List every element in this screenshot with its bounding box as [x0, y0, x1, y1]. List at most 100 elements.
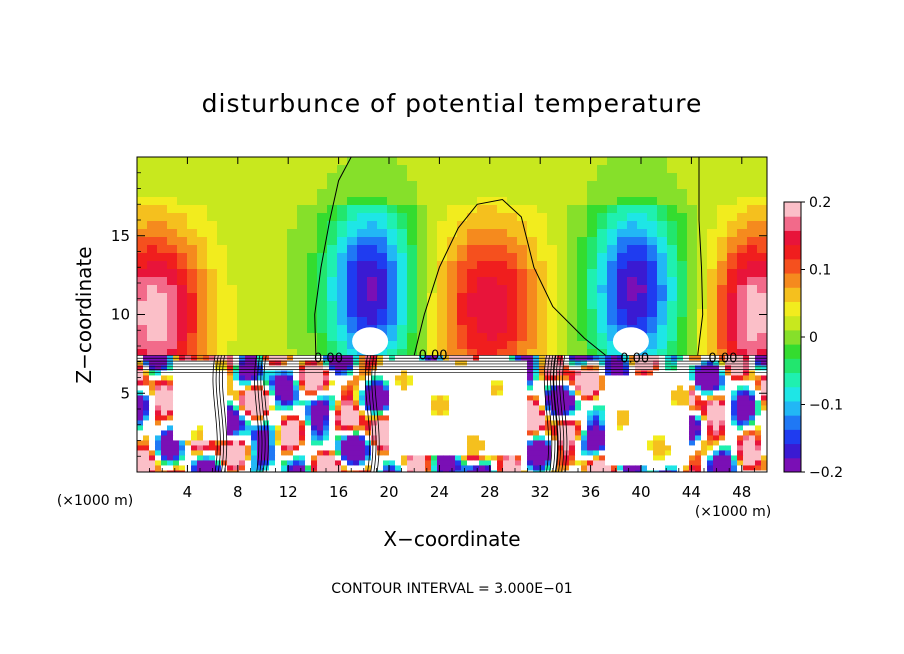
field-cell: [611, 370, 618, 377]
field-cell: [233, 465, 240, 472]
field-cell: [233, 375, 240, 382]
field-cell: [161, 390, 168, 397]
field-cell: [157, 237, 168, 246]
field-cell: [257, 237, 268, 246]
field-cell: [443, 400, 450, 407]
field-cell: [257, 420, 264, 427]
field-cell: [557, 400, 564, 407]
field-cell: [737, 341, 748, 350]
field-cell: [347, 277, 358, 286]
field-cell: [731, 405, 738, 412]
field-cell: [503, 360, 510, 367]
field-cell: [487, 285, 498, 294]
field-cell: [689, 465, 696, 472]
field-cell: [629, 450, 636, 457]
field-cell: [317, 465, 324, 472]
field-cell: [407, 189, 418, 198]
field-cell: [605, 460, 612, 467]
field-cell: [137, 375, 144, 382]
field-cell: [413, 440, 420, 447]
field-cell: [683, 470, 690, 472]
field-cell: [707, 365, 714, 372]
field-cell: [497, 341, 508, 350]
field-cell: [347, 221, 358, 230]
field-cell: [427, 269, 438, 278]
field-cell: [371, 400, 378, 407]
field-cell: [449, 385, 456, 392]
field-cell: [275, 470, 282, 472]
field-cell: [457, 245, 468, 254]
field-cell: [617, 410, 624, 417]
field-cell: [479, 440, 486, 447]
field-cell: [155, 460, 162, 467]
field-cell: [587, 277, 598, 286]
field-cell: [575, 410, 582, 417]
field-cell: [327, 317, 338, 326]
field-cell: [143, 395, 150, 402]
field-cell: [701, 365, 708, 372]
field-cell: [713, 460, 720, 467]
field-cell: [387, 181, 398, 190]
field-cell: [677, 410, 684, 417]
field-cell: [347, 360, 354, 367]
field-cell: [629, 465, 636, 472]
field-cell: [239, 455, 246, 462]
field-cell: [203, 435, 210, 442]
field-cell: [227, 425, 234, 432]
field-cell: [697, 229, 708, 238]
field-cell: [737, 395, 744, 402]
field-cell: [407, 425, 414, 432]
field-cell: [485, 410, 492, 417]
field-cell: [389, 430, 396, 437]
field-cell: [617, 157, 628, 166]
field-cell: [749, 395, 756, 402]
field-cell: [377, 237, 388, 246]
field-cell: [347, 197, 358, 206]
field-cell: [509, 405, 516, 412]
field-cell: [179, 450, 186, 457]
field-cell: [517, 189, 528, 198]
field-cell: [387, 157, 398, 166]
x-axis-label: X−coordinate: [383, 527, 520, 551]
field-cell: [503, 430, 510, 437]
field-cell: [419, 420, 426, 427]
field-cell: [599, 465, 606, 472]
field-cell: [689, 405, 696, 412]
field-cell: [277, 293, 288, 302]
field-cell: [487, 165, 498, 174]
field-cell: [503, 450, 510, 457]
field-cell: [717, 189, 728, 198]
field-cell: [155, 380, 162, 387]
field-cell: [521, 370, 528, 377]
field-cell: [173, 470, 180, 472]
field-cell: [527, 341, 538, 350]
field-cell: [607, 309, 618, 318]
field-cell: [659, 455, 666, 462]
field-cell: [713, 370, 720, 377]
field-cell: [197, 430, 204, 437]
field-cell: [665, 430, 672, 437]
field-cell: [497, 173, 508, 182]
field-cell: [269, 455, 276, 462]
field-cell: [257, 253, 268, 262]
field-cell: [737, 380, 744, 387]
field-cell: [419, 370, 426, 377]
field-cell: [417, 349, 428, 358]
field-cell: [367, 261, 378, 270]
field-cell: [251, 465, 258, 472]
field-cell: [683, 375, 690, 382]
field-cell: [449, 415, 456, 422]
field-cell: [335, 400, 342, 407]
field-cell: [137, 460, 144, 467]
field-cell: [755, 470, 762, 472]
field-cell: [371, 470, 378, 472]
field-cell: [221, 465, 228, 472]
field-cell: [747, 213, 758, 222]
field-cell: [627, 157, 638, 166]
field-cell: [539, 460, 546, 467]
field-cell: [347, 435, 354, 442]
field-cell: [695, 430, 702, 437]
field-cell: [567, 325, 578, 334]
field-cell: [635, 460, 642, 467]
field-cell: [277, 213, 288, 222]
